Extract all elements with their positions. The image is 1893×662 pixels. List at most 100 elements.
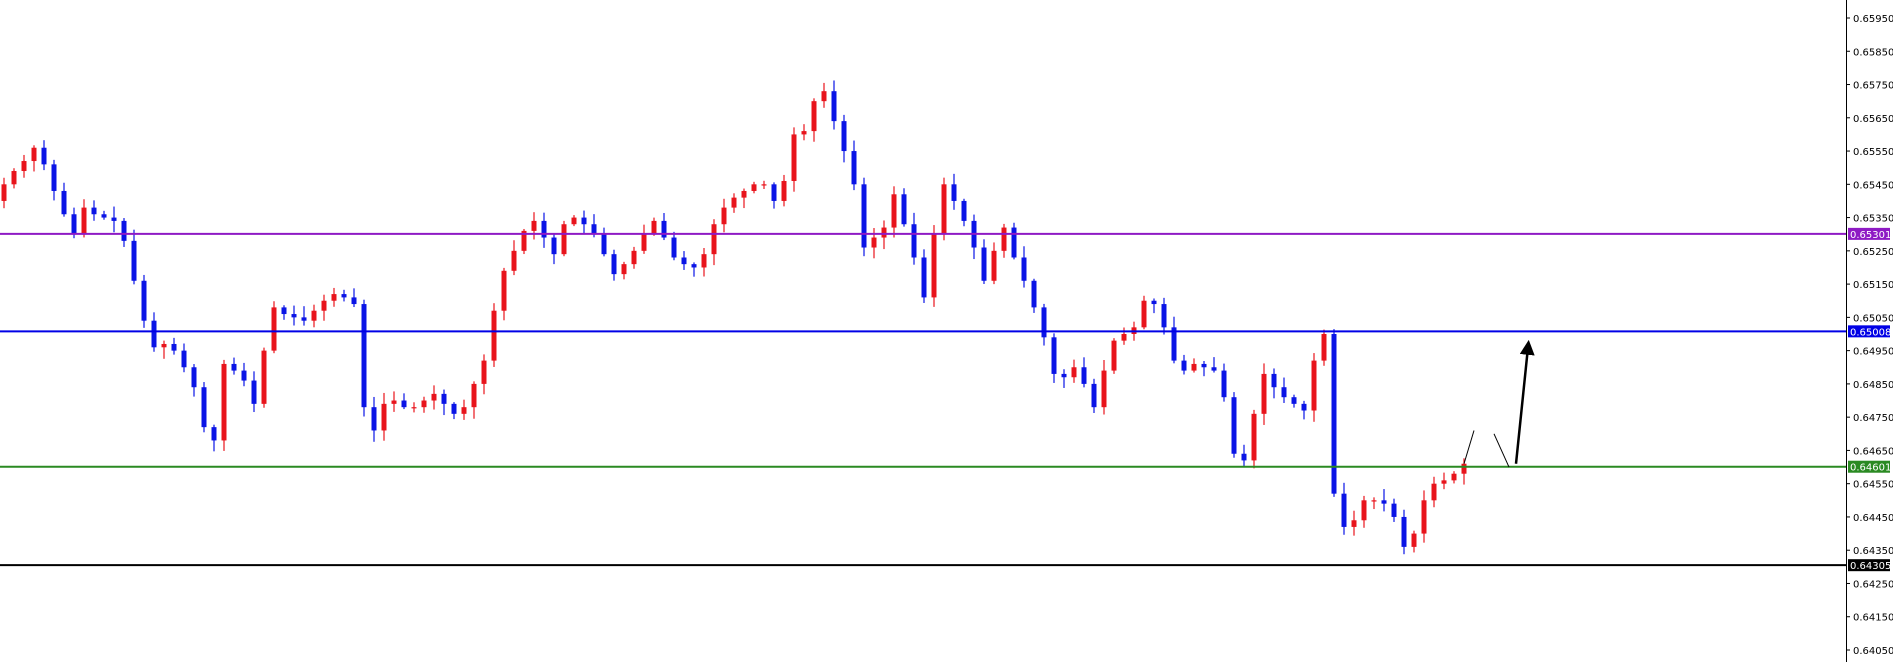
candle (1141, 295, 1147, 330)
candle-body (581, 217, 587, 225)
tick-label: 0.64650 (1853, 446, 1893, 457)
candle (1011, 222, 1017, 260)
candle-body (761, 184, 767, 186)
trend-line-annotation[interactable] (1493, 433, 1510, 468)
candle (961, 198, 967, 227)
candle-body (231, 363, 237, 371)
candle (351, 288, 357, 308)
candle-body (961, 200, 967, 221)
candle (41, 140, 47, 171)
candle (761, 180, 767, 190)
candle-body (571, 217, 577, 225)
candle-body (891, 194, 897, 228)
candle-body (1411, 533, 1417, 547)
candle (601, 227, 607, 257)
candle (731, 193, 737, 213)
candle (831, 80, 837, 130)
candle (1311, 353, 1317, 422)
candle-body (611, 254, 617, 275)
candle-body (411, 407, 417, 409)
candle (1041, 303, 1047, 346)
tick-label: 0.64450 (1853, 513, 1893, 524)
candle-body (121, 220, 127, 241)
candle-body (261, 350, 267, 404)
candle (651, 217, 657, 236)
tick-label: 0.65850 (1853, 47, 1893, 58)
candle (1211, 357, 1217, 373)
candle-body (91, 207, 97, 215)
candle (621, 261, 627, 280)
candle (781, 174, 787, 207)
candle-body (1111, 340, 1117, 371)
candle (1081, 357, 1087, 388)
candle-body (1361, 500, 1367, 521)
candle-body (1431, 483, 1437, 501)
candle-body (251, 380, 257, 404)
candle (1291, 394, 1297, 408)
candle-body (1401, 516, 1407, 547)
candle (181, 343, 187, 373)
candle (1451, 471, 1457, 484)
candle-body (1341, 493, 1347, 527)
level-tag (1848, 460, 1890, 473)
candle (321, 294, 327, 321)
candle-body (1241, 453, 1247, 461)
candle-body (1211, 367, 1217, 371)
candle-body (1221, 370, 1227, 398)
candle-body (541, 220, 547, 238)
price-axis: 0.65950 0.65850 0.65750 0.65650 0.65550 0.654… (1846, 14, 1893, 657)
candle-body (1161, 304, 1167, 328)
candle (691, 262, 697, 277)
level-tag (1848, 325, 1890, 338)
candle (461, 399, 467, 420)
tick-label: 0.64750 (1853, 413, 1893, 424)
candle (1221, 363, 1227, 402)
candle-body (1291, 397, 1297, 404)
candle-body (651, 220, 657, 235)
candle-body (211, 427, 217, 441)
candle-body (331, 294, 337, 301)
candle (1161, 297, 1167, 335)
candle-body (201, 387, 207, 428)
candle-body (171, 343, 177, 351)
arrow-annotation[interactable] (1514, 339, 1535, 464)
candle (11, 168, 17, 189)
candle-body (1391, 503, 1397, 517)
candle-body (1001, 227, 1007, 251)
candle-body (301, 317, 307, 321)
candle-body (161, 343, 167, 348)
candle (481, 354, 487, 395)
candle (821, 82, 827, 108)
candle (931, 225, 937, 307)
candle (801, 124, 807, 141)
trend-line-annotation[interactable] (1463, 430, 1475, 464)
candle-body (621, 264, 627, 275)
candle (241, 362, 247, 387)
candle (471, 381, 477, 419)
candle (1121, 327, 1127, 345)
candle (1341, 482, 1347, 535)
candle-body (481, 360, 487, 384)
candle-body (1451, 473, 1457, 481)
candle (271, 301, 277, 354)
candle-body (1141, 300, 1147, 328)
candle (951, 173, 957, 210)
candle (791, 127, 797, 192)
level-tag (1848, 559, 1890, 572)
candle (231, 357, 237, 375)
candle-body (1041, 307, 1047, 338)
candle-body (401, 400, 407, 408)
candle-body (1371, 500, 1377, 502)
candle-body (111, 217, 117, 221)
candle (221, 359, 227, 451)
candle (391, 391, 397, 412)
candle (261, 347, 267, 408)
candle-body (1101, 370, 1107, 408)
candle-body (781, 180, 787, 201)
candle (501, 267, 507, 321)
candle (91, 200, 97, 221)
candle (1091, 378, 1097, 414)
candle (281, 305, 287, 320)
tick-label: 0.65250 (1853, 247, 1893, 258)
candle (1151, 298, 1157, 314)
